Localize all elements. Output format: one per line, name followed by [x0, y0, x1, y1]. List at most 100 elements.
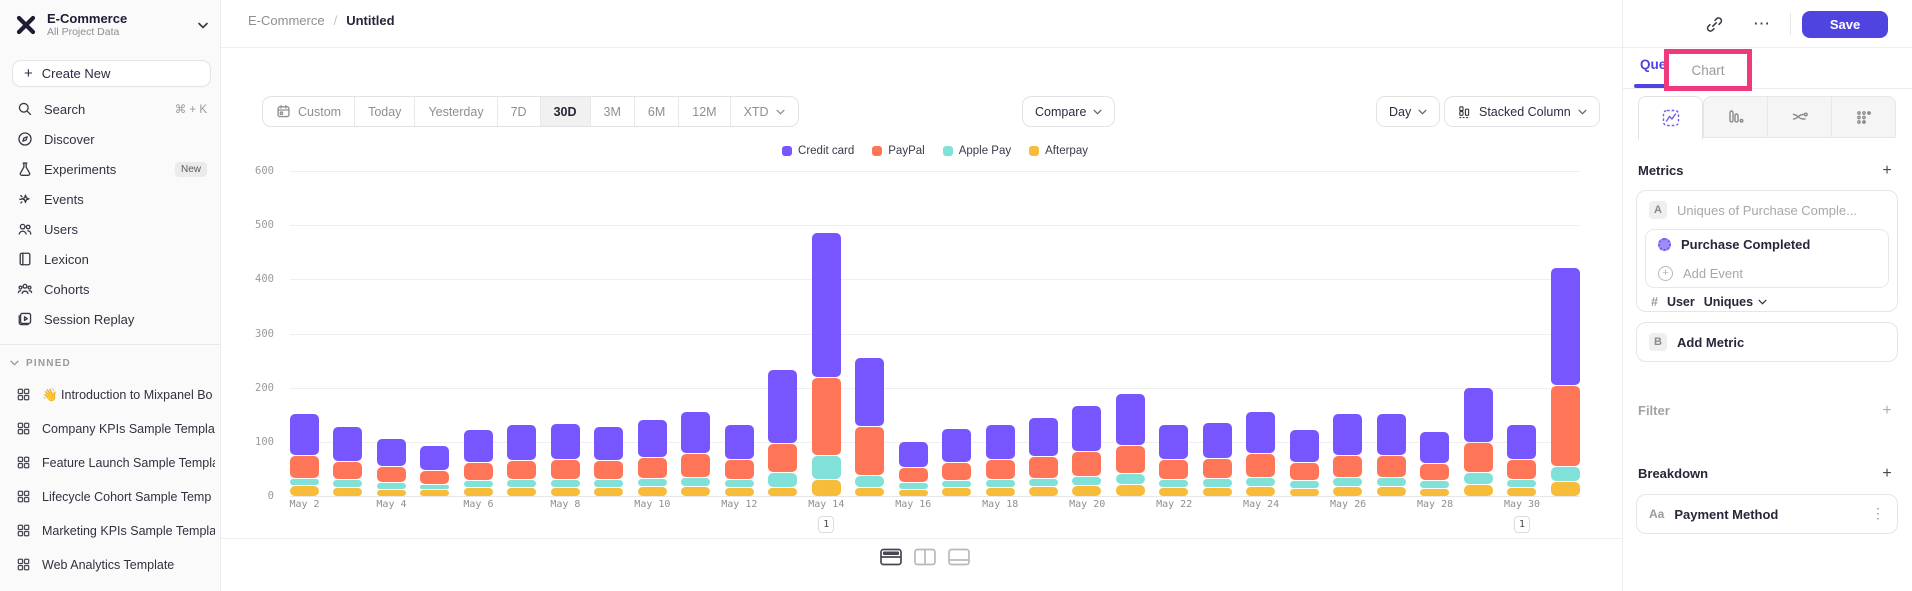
- compare-button[interactable]: Compare: [1022, 96, 1116, 127]
- legend-item-credit-card[interactable]: Credit card: [782, 145, 854, 157]
- chart-bar-may-17[interactable]: [942, 428, 972, 496]
- visualization-tabs: [1638, 96, 1896, 140]
- funnels-chart-tab[interactable]: [1703, 96, 1768, 138]
- bar-segment-apple-pay: [594, 479, 624, 487]
- sidebar-item-cohorts[interactable]: Cohorts: [0, 274, 221, 304]
- tab-chart[interactable]: Chart: [1691, 62, 1725, 78]
- chart-bar-may-20[interactable]: [1072, 405, 1102, 496]
- legend-item-apple-pay[interactable]: Apple Pay: [942, 145, 1011, 157]
- report-title[interactable]: Untitled: [346, 13, 395, 28]
- layout-bottom-panel-button[interactable]: [946, 546, 972, 567]
- date-range-3m[interactable]: 3M: [589, 97, 634, 126]
- sidebar-item-users[interactable]: Users: [0, 214, 221, 244]
- breakdown-item-row[interactable]: Aa Payment Method: [1637, 495, 1897, 533]
- chart-bar-may-14[interactable]: [811, 232, 841, 496]
- date-range-xtd[interactable]: XTD: [729, 97, 798, 126]
- measure-type-dropdown[interactable]: Uniques: [1704, 295, 1767, 309]
- chart-bar-may-3[interactable]: [333, 426, 363, 496]
- pinned-board-item[interactable]: Web Analytics Template: [0, 548, 221, 582]
- sidebar-item-events[interactable]: Events: [0, 184, 221, 214]
- chart-bar-may-11[interactable]: [681, 411, 711, 496]
- sidebar-item-lexicon[interactable]: Lexicon: [0, 244, 221, 274]
- layout-split-horizontal-button[interactable]: [878, 546, 904, 567]
- event-row[interactable]: Purchase Completed: [1646, 230, 1888, 259]
- add-filter-plus-button[interactable]: +: [1882, 402, 1892, 419]
- add-metric-plus-button[interactable]: +: [1882, 162, 1892, 179]
- add-metric-card[interactable]: B Add Metric: [1636, 322, 1898, 362]
- date-range-today[interactable]: Today: [354, 97, 414, 126]
- chart-bar-may-26[interactable]: [1333, 413, 1363, 496]
- more-options-button[interactable]: ⋯: [1753, 14, 1771, 33]
- pinned-board-item[interactable]: Company KPIs Sample Templat: [0, 412, 221, 446]
- chart-bar-may-22[interactable]: [1159, 424, 1189, 496]
- chart-bar-may-21[interactable]: [1115, 393, 1145, 496]
- metric-a-header-row[interactable]: A Uniques of Purchase Comple...: [1637, 191, 1897, 229]
- chart-bar-may-4[interactable]: [376, 438, 406, 496]
- sidebar-item-experiments[interactable]: Experiments New: [0, 154, 221, 184]
- layout-split-vertical-button[interactable]: [912, 546, 938, 567]
- chart-bar-may-2[interactable]: [290, 413, 319, 496]
- breakdown-item-menu-button[interactable]: ⋮: [1871, 505, 1885, 521]
- chart-bar-may-13[interactable]: [768, 369, 798, 496]
- granularity-dropdown[interactable]: Day: [1376, 96, 1441, 127]
- chart-bar-may-12[interactable]: [724, 424, 754, 496]
- add-event-row[interactable]: + Add Event: [1646, 259, 1888, 287]
- bar-segment-credit-card: [1246, 412, 1276, 454]
- chart-bar-may-5[interactable]: [420, 445, 450, 496]
- breadcrumb-project-link[interactable]: E-Commerce: [248, 13, 325, 28]
- save-button[interactable]: Save: [1802, 11, 1888, 38]
- date-range-30d[interactable]: 30D: [539, 97, 590, 126]
- measure-selector[interactable]: # User Uniques: [1637, 288, 1897, 318]
- pinned-board-item[interactable]: Feature Launch Sample Templa: [0, 446, 221, 480]
- create-new-button[interactable]: + Create New: [12, 60, 211, 87]
- chart-bar-may-7[interactable]: [507, 424, 537, 496]
- chart-bar-may-31[interactable]: [1550, 267, 1580, 496]
- chart-bar-may-8[interactable]: [550, 423, 580, 496]
- chart-bar-may-28[interactable]: [1420, 431, 1450, 496]
- date-range-12m[interactable]: 12M: [678, 97, 729, 126]
- stacked-column-icon: [1459, 106, 1470, 119]
- date-range-custom[interactable]: Custom: [263, 97, 354, 126]
- pinned-board-item[interactable]: Lifecycle Cohort Sample Temp: [0, 480, 221, 514]
- x-axis-tick-label: May 30: [1503, 499, 1541, 510]
- bar-segment-apple-pay: [550, 479, 580, 488]
- date-range-6m[interactable]: 6M: [633, 97, 678, 126]
- chevron-down-icon: [10, 360, 20, 367]
- pinned-section-toggle[interactable]: PINNED: [10, 358, 71, 369]
- retention-chart-tab[interactable]: [1832, 96, 1896, 138]
- sidebar-item-session-replay[interactable]: Session Replay: [0, 304, 221, 334]
- pinned-board-item[interactable]: 👋 Introduction to Mixpanel Bo: [0, 378, 221, 412]
- annotation-marker[interactable]: 1: [1514, 516, 1531, 533]
- chart-bar-may-24[interactable]: [1246, 411, 1276, 496]
- chart-bar-may-30[interactable]: [1507, 424, 1537, 496]
- sidebar-item-discover[interactable]: Discover: [0, 124, 221, 154]
- legend-item-afterpay[interactable]: Afterpay: [1029, 145, 1088, 157]
- chart-bar-may-23[interactable]: [1202, 422, 1232, 496]
- add-breakdown-plus-button[interactable]: +: [1882, 465, 1892, 482]
- bar-segment-paypal: [550, 459, 580, 479]
- chart-bar-may-29[interactable]: [1463, 387, 1493, 496]
- chart-bar-may-16[interactable]: [898, 441, 928, 496]
- sidebar-item-search[interactable]: Search ⌘ + K: [0, 94, 221, 124]
- chart-bar-may-6[interactable]: [463, 429, 493, 496]
- chart-type-dropdown[interactable]: Stacked Column: [1444, 96, 1600, 127]
- chart-bar-may-25[interactable]: [1289, 429, 1319, 496]
- date-range-yesterday[interactable]: Yesterday: [414, 97, 496, 126]
- chart-bar-may-27[interactable]: [1376, 413, 1406, 496]
- legend-item-paypal[interactable]: PayPal: [872, 145, 925, 157]
- project-switcher[interactable]: E-Commerce All Project Data: [0, 0, 220, 45]
- add-metric-row[interactable]: B Add Metric: [1637, 323, 1897, 361]
- chart-bar-may-10[interactable]: [637, 419, 667, 496]
- breakdown-item-card[interactable]: Aa Payment Method ⋮: [1636, 494, 1898, 534]
- flows-chart-tab[interactable]: [1768, 96, 1832, 138]
- pinned-board-item[interactable]: Marketing KPIs Sample Templat: [0, 514, 221, 548]
- bar-segment-credit-card: [942, 429, 972, 462]
- chart-bar-may-15[interactable]: [855, 357, 885, 496]
- copy-link-button[interactable]: [1700, 10, 1728, 38]
- chart-bar-may-9[interactable]: [594, 426, 624, 496]
- insights-chart-tab[interactable]: [1638, 96, 1703, 140]
- date-range-7d[interactable]: 7D: [496, 97, 540, 126]
- chart-bar-may-18[interactable]: [985, 424, 1015, 496]
- annotation-marker[interactable]: 1: [818, 516, 835, 533]
- chart-bar-may-19[interactable]: [1028, 417, 1058, 496]
